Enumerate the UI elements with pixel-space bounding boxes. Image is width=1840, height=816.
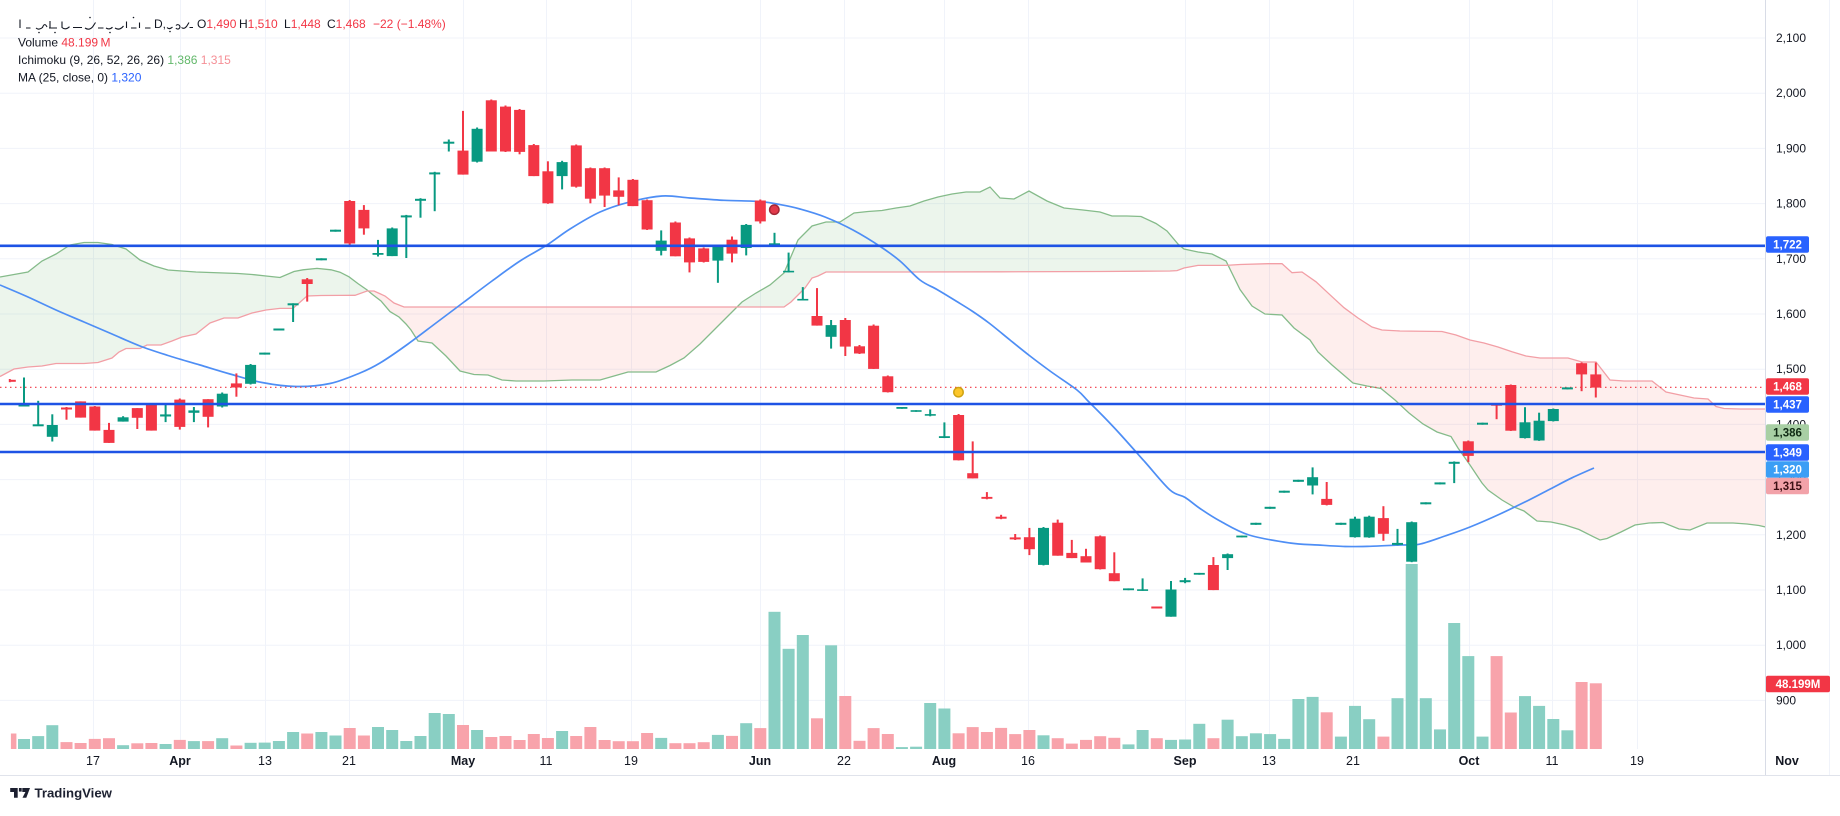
svg-text:1,500: 1,500 [1776, 362, 1806, 376]
svg-text:Aug: Aug [932, 754, 956, 768]
svg-text:2,100: 2,100 [1776, 31, 1806, 45]
svg-text:May: May [451, 754, 475, 768]
svg-text:1,100: 1,100 [1776, 583, 1806, 597]
svg-text:16: 16 [1021, 754, 1035, 768]
svg-text:1,468: 1,468 [1773, 382, 1802, 394]
svg-text:1,900: 1,900 [1776, 141, 1806, 155]
svg-text:Ichimoku (9, 26, 52, 26, 26) 1: Ichimoku (9, 26, 52, 26, 26) 1,386 1,315 [18, 53, 231, 67]
svg-text:TradingView: TradingView [35, 786, 113, 801]
svg-text:1,722: 1,722 [1773, 240, 1802, 252]
svg-text:Sep: Sep [1174, 754, 1197, 768]
svg-text:Jun: Jun [749, 754, 771, 768]
svg-text:Apr: Apr [169, 754, 191, 768]
svg-text:17: 17 [86, 754, 100, 768]
svg-text:19: 19 [1630, 754, 1644, 768]
svg-text:MA (25, close, 0) 1,320: MA (25, close, 0) 1,320 [18, 71, 142, 85]
svg-text:13: 13 [258, 754, 272, 768]
svg-text:D,: D, [154, 17, 166, 31]
svg-text:1,437: 1,437 [1773, 400, 1802, 412]
svg-text:1,700: 1,700 [1776, 252, 1806, 266]
svg-text:19: 19 [624, 754, 638, 768]
svg-text:Nov: Nov [1775, 754, 1799, 768]
svg-text:22: 22 [837, 754, 851, 768]
svg-text:48.199M: 48.199M [1776, 679, 1821, 691]
svg-text:1,349: 1,349 [1773, 448, 1802, 460]
svg-text:1,200: 1,200 [1776, 528, 1806, 542]
svg-text:1,320: 1,320 [1773, 465, 1802, 477]
svg-text:21: 21 [342, 754, 356, 768]
svg-text:Oct: Oct [1459, 754, 1481, 768]
svg-text:1,600: 1,600 [1776, 307, 1806, 321]
svg-text:1,800: 1,800 [1776, 197, 1806, 211]
svg-text:2,000: 2,000 [1776, 86, 1806, 100]
svg-text:13: 13 [1262, 754, 1276, 768]
svg-text:1,315: 1,315 [1773, 481, 1802, 493]
svg-text:11: 11 [1546, 754, 1559, 768]
svg-text:900: 900 [1776, 693, 1796, 707]
svg-text:11: 11 [540, 754, 553, 768]
svg-text:1,000: 1,000 [1776, 638, 1806, 652]
svg-text:Volume 48.199 M: Volume 48.199 M [18, 36, 110, 50]
svg-text:1,386: 1,386 [1773, 428, 1802, 440]
svg-text:21: 21 [1346, 754, 1360, 768]
